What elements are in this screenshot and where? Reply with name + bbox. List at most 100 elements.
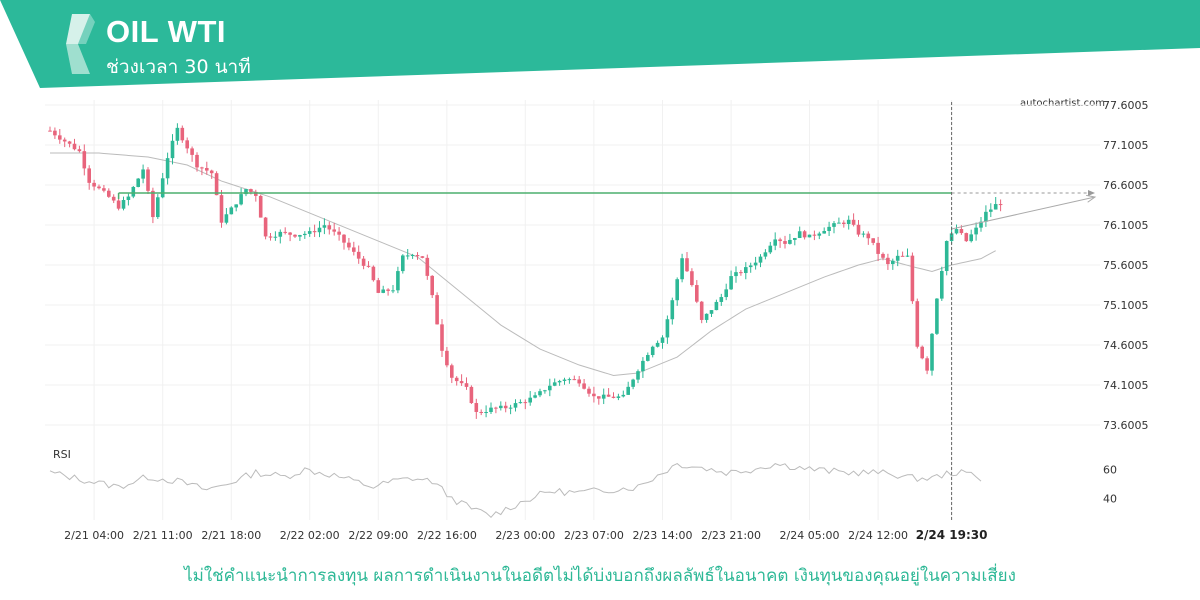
candle-body [861, 233, 866, 235]
candle-body [704, 313, 709, 320]
candle-body [925, 358, 929, 371]
candle-body [195, 154, 199, 168]
candle-body [998, 204, 1003, 206]
candle-body [606, 394, 611, 397]
candle-body [685, 258, 689, 272]
candle-body [121, 199, 126, 209]
candle-body [866, 233, 871, 239]
candle-body [342, 234, 346, 243]
candle-body [709, 310, 714, 314]
candle-body [817, 233, 822, 236]
candle-body [621, 394, 626, 397]
candle-body [557, 380, 562, 383]
candle-body [131, 186, 136, 197]
candle-body [430, 275, 434, 296]
candle-body [53, 130, 57, 136]
candle-body [832, 223, 836, 227]
candle-body [479, 411, 483, 413]
candle-body [209, 170, 214, 174]
candle-body [768, 245, 773, 253]
risk-disclaimer: ไม่ใช่คำแนะนำการลงทุน ผลการดำเนินงานในอด… [184, 566, 1016, 586]
y-tick-label: 77.6005 [1103, 99, 1149, 112]
x-tick-label: 2/21 04:00 [64, 529, 124, 542]
candle-body [440, 324, 444, 351]
candle-body [572, 379, 577, 381]
candle-body [102, 188, 106, 191]
x-tick-label: 2/22 16:00 [417, 529, 477, 542]
candle-body [778, 239, 782, 242]
candle-body [77, 149, 82, 152]
candle-body [763, 252, 768, 257]
candle-body [376, 280, 381, 293]
candle-body [156, 197, 160, 218]
candle-body [381, 289, 385, 293]
candle-body [650, 346, 655, 356]
candle-body [842, 222, 846, 225]
candle-body [753, 262, 758, 266]
candle-body [454, 377, 459, 382]
candle-body [391, 290, 395, 292]
candle-body [915, 301, 920, 347]
candle-body [234, 204, 238, 208]
candle-body [317, 227, 322, 233]
y-tick-label: 76.1005 [1103, 219, 1149, 232]
candle-body [616, 396, 621, 398]
candle-body [587, 388, 591, 394]
candle-body [92, 182, 96, 187]
candle-body [229, 207, 234, 215]
candle-body [680, 258, 684, 280]
candle-body [484, 412, 488, 414]
candle-body [802, 231, 807, 238]
candle-body [989, 209, 993, 212]
candle-body [577, 379, 581, 384]
candle-body [734, 272, 738, 277]
candle-body [401, 255, 405, 272]
y-tick-label: 74.1005 [1103, 379, 1149, 392]
candle-body [660, 337, 665, 343]
candle-body [675, 279, 679, 301]
candle-body [405, 255, 410, 257]
x-tick-label: 2/23 21:00 [701, 529, 761, 542]
candle-body [298, 235, 302, 237]
candle-body [170, 140, 175, 159]
candle-body [494, 407, 498, 409]
candle-body [185, 140, 189, 149]
candle-body [993, 204, 998, 210]
timeframe-subtitle: ช่วงเวลา 30 นาที [106, 56, 251, 78]
candle-body [337, 231, 341, 235]
forecast-arrow-head [1086, 194, 1097, 203]
x-tick-label-current: 2/24 19:30 [916, 528, 988, 542]
candle-body [322, 225, 327, 228]
candle-body [224, 214, 229, 223]
candle-body [567, 379, 572, 381]
x-tick-label: 2/22 09:00 [348, 529, 408, 542]
candle-body [107, 190, 111, 197]
candle-body [611, 396, 616, 398]
candle-body [636, 371, 640, 380]
candle-body [303, 233, 307, 236]
candle-body [827, 226, 831, 231]
candle-body [244, 189, 248, 195]
candle-body [347, 242, 351, 248]
candle-body [459, 381, 464, 384]
candle-body [67, 141, 72, 144]
candle-body [788, 239, 792, 244]
candle-body [332, 229, 336, 232]
candle-body [533, 395, 537, 398]
candle-body [631, 379, 635, 387]
candle-body [871, 238, 875, 243]
candle-body [837, 222, 841, 224]
candle-body [944, 240, 949, 271]
candle-body [552, 382, 557, 386]
x-tick-label: 2/21 18:00 [201, 529, 261, 542]
candle-body [410, 255, 415, 257]
candle-body [641, 360, 645, 372]
x-tick-label: 2/23 14:00 [633, 529, 693, 542]
candle-body [415, 255, 420, 257]
candle-body [371, 266, 376, 281]
candle-body [469, 386, 474, 404]
candle-body [876, 242, 880, 254]
candle-body [900, 255, 905, 257]
candle-body [445, 350, 449, 366]
candle-body [312, 231, 317, 233]
